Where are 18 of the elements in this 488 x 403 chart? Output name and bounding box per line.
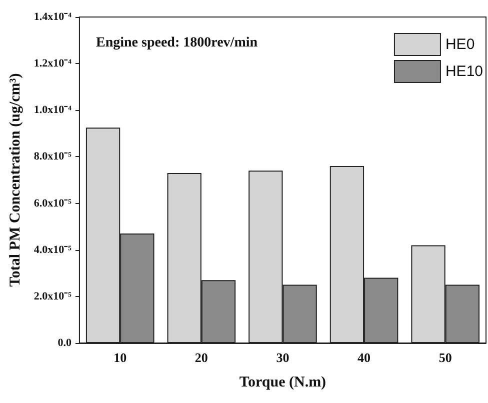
x-tick-label: 20 — [194, 350, 208, 365]
y-tick-label: 1.0x10⁻⁴ — [34, 104, 72, 116]
y-tick-label: 2.0x10⁻⁵ — [34, 290, 72, 302]
legend-label: HE10 — [445, 63, 484, 80]
x-axis-title: Torque (N.m) — [239, 374, 326, 390]
legend-label: HE0 — [445, 36, 475, 53]
y-tick-label: 6.0x10⁻⁵ — [34, 197, 72, 210]
annotation: Engine speed: 1800rev/min — [96, 36, 258, 50]
y-axis-title: Total PM Concentration (ug/cm³) — [8, 73, 24, 287]
x-tick-label: 50 — [438, 350, 452, 365]
y-tick-label: 1.2x10⁻⁴ — [34, 58, 72, 70]
y-tick-label: 8.0x10⁻⁵ — [34, 150, 72, 163]
y-tick-label: 0.0 — [58, 337, 72, 349]
x-tick-label: 10 — [114, 350, 127, 365]
x-tick-label: 40 — [358, 350, 371, 365]
x-tick-label: 30 — [276, 350, 290, 365]
y-tick-label: 1.4x10⁻⁴ — [34, 11, 72, 23]
y-tick-label: 4.0x10⁻⁵ — [34, 244, 72, 256]
